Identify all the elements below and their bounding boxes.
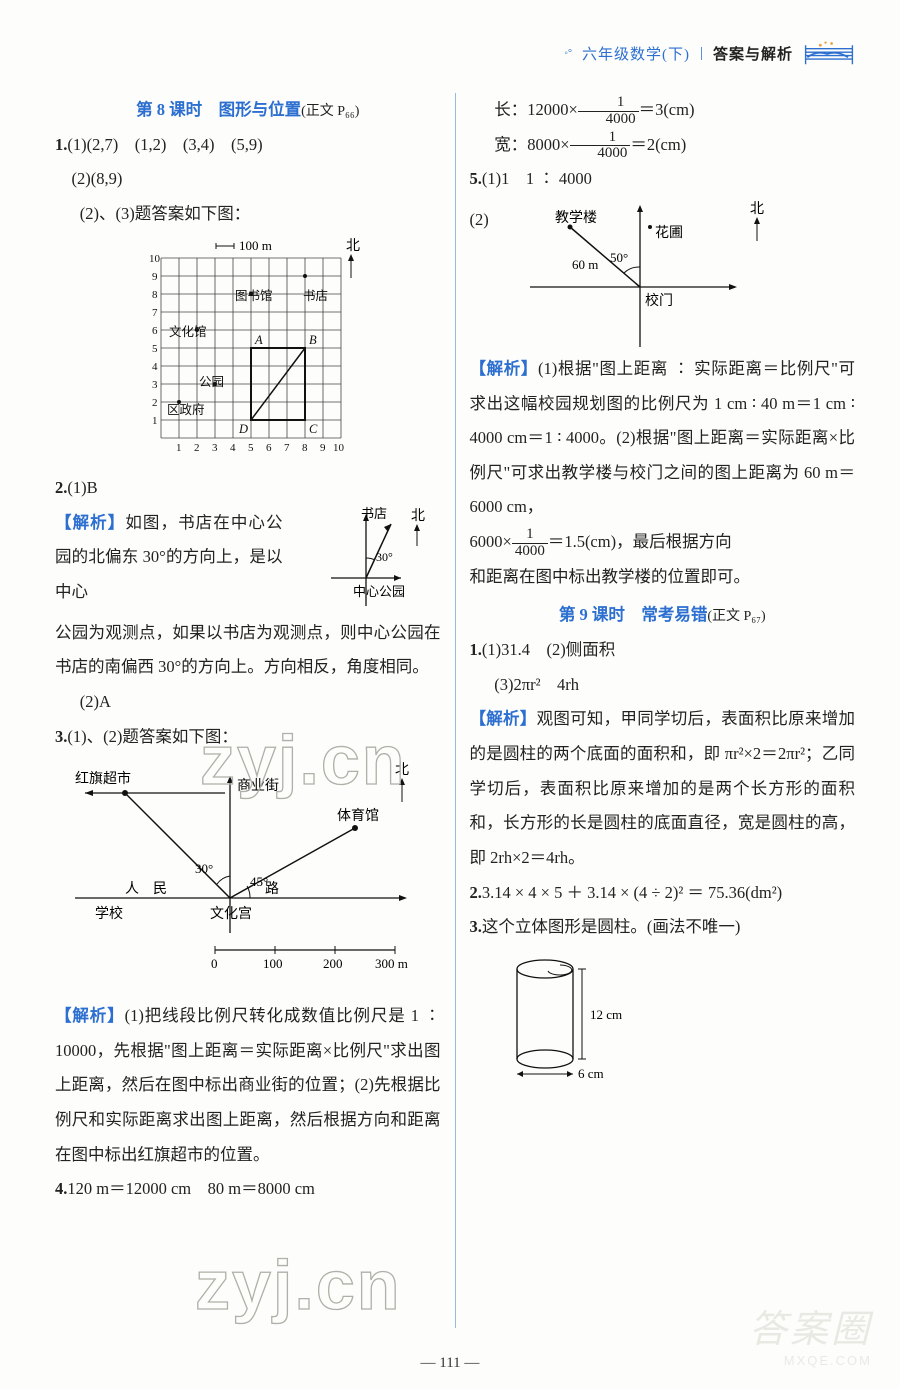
header-sep: | [700, 45, 703, 62]
svg-text:60 m: 60 m [572, 257, 598, 272]
svg-text:6 cm: 6 cm [578, 1066, 604, 1079]
svg-text:100: 100 [263, 956, 283, 971]
svg-text:7: 7 [152, 307, 158, 319]
l9-q1-b: (3)2πr² 4rh [470, 668, 856, 703]
l9-q1-a: 1.(1)31.4 (2)侧面积 [470, 633, 856, 668]
svg-text:0: 0 [211, 956, 218, 971]
q5-figure: 北 50° 教学楼 60 m 花圃 校门 [510, 197, 790, 352]
l9-q3-figure: 12 cm 6 cm [470, 949, 856, 1092]
svg-text:北: 北 [411, 508, 425, 524]
q5-analysis-c: 和距离在图中标出教学楼的位置即可。 [470, 560, 856, 595]
svg-text:4: 4 [230, 442, 236, 451]
svg-text:30°: 30° [195, 861, 213, 876]
svg-text:文化宫: 文化宫 [210, 906, 252, 922]
svg-text:C: C [309, 422, 318, 436]
svg-text:教学楼: 教学楼 [555, 210, 597, 226]
svg-text:路: 路 [265, 881, 279, 897]
svg-text:北: 北 [346, 238, 360, 254]
q5-a2-label: (2) [470, 197, 510, 238]
svg-text:北: 北 [750, 201, 764, 217]
svg-text:校门: 校门 [645, 292, 673, 309]
page-header: ◦° 六年级数学(下) | 答案与解析 [564, 38, 855, 68]
svg-text:5: 5 [248, 442, 254, 451]
svg-text:学校: 学校 [95, 905, 123, 922]
q3-line1: 3.(1)、(2)题答案如下图： [55, 720, 441, 755]
svg-text:B: B [309, 333, 317, 347]
svg-text:公园: 公园 [199, 375, 224, 389]
lesson8-title: 第 8 课时 图形与位置(正文 P₆₆) [55, 93, 441, 128]
l9-q2: 2.3.14 × 4 × 5 ＋ 3.14 × (4 ÷ 2)² ＝ 75.36… [470, 876, 856, 911]
svg-text:100 m: 100 m [239, 238, 272, 253]
svg-text:D: D [238, 422, 248, 436]
q4-line1: 4.120 m＝12000 cm 80 m＝8000 cm [55, 1172, 441, 1207]
svg-text:6: 6 [266, 442, 272, 451]
q2-analysis-b: 公园为观测点，如果以书店为观测点，则中心公园在书店的南偏西 30°的方向上。方向… [55, 616, 441, 685]
q3-figure: 北 30° [55, 758, 441, 991]
svg-text:7: 7 [284, 442, 290, 451]
svg-text:A: A [254, 333, 263, 347]
q3-analysis: 【解析】(1)把线段比例尺转化成数值比例尺是 1 ∶ 10000，先根据"图上距… [55, 999, 441, 1172]
q1-line1: 1.(1)(2,7) (1,2) (3,4) (5,9) [55, 128, 441, 163]
q5-analysis-a: 【解析】(1)根据"图上距离 ∶ 实际距离＝比例尺"可求出这幅校园规划图的比例尺… [470, 352, 856, 525]
q1-line2: (2)(8,9) [55, 162, 441, 197]
svg-text:书店: 书店 [303, 289, 328, 303]
svg-text:8: 8 [152, 289, 158, 301]
svg-text:200: 200 [323, 956, 343, 971]
book-icon [803, 38, 855, 68]
left-column: 第 8 课时 图形与位置(正文 P₆₆) 1.(1)(2,7) (1,2) (3… [55, 93, 441, 1328]
svg-text:12 cm: 12 cm [590, 1007, 622, 1022]
svg-text:5: 5 [152, 343, 158, 355]
svg-text:图书馆: 图书馆 [235, 288, 273, 303]
svg-text:区政府: 区政府 [167, 402, 205, 417]
svg-text:花圃: 花圃 [655, 225, 683, 241]
header-section: 答案与解析 [713, 43, 793, 64]
svg-text:北: 北 [395, 762, 409, 778]
header-subject: 六年级数学(下) [582, 43, 690, 64]
svg-text:商业街: 商业街 [237, 778, 279, 794]
q5-analysis-b: 6000×14000＝1.5(cm)，最后根据方向 [470, 525, 856, 560]
q1-grid-figure: 100 m 北 10 9 8 7 6 5 4 3 2 1 [55, 236, 441, 464]
svg-text:10: 10 [149, 253, 161, 265]
dot-icon: ◦° [564, 48, 572, 59]
svg-text:4: 4 [152, 361, 158, 373]
q5-fig-row: (2) 北 50° 教学楼 60 m 花圃 校门 [470, 197, 856, 352]
q2-analysis-block: 北 30° 书店 中心公园 【解析】如图，书店在中心公园的北偏东 30° [55, 506, 441, 610]
svg-text:红旗超市: 红旗超市 [75, 770, 131, 787]
svg-text:30°: 30° [376, 550, 393, 564]
q2-a2: (2)A [55, 685, 441, 720]
svg-text:3: 3 [212, 442, 218, 451]
lesson9-title: 第 9 课时 常考易错(正文 P₆₇) [470, 598, 856, 633]
svg-text:8: 8 [302, 442, 308, 451]
q4-line2: 长：12000×14000＝3(cm) [470, 93, 856, 128]
svg-text:9: 9 [152, 271, 158, 283]
svg-text:2: 2 [194, 442, 200, 451]
q2-mini-figure: 北 30° 书店 中心公园 [291, 506, 441, 616]
q2-a1: 2.(1)B [55, 471, 441, 506]
svg-text:10: 10 [333, 442, 345, 451]
svg-text:50°: 50° [610, 250, 628, 265]
svg-text:9: 9 [320, 442, 326, 451]
svg-text:体育馆: 体育馆 [337, 808, 379, 824]
svg-text:中心公园: 中心公园 [353, 584, 405, 599]
q4-line3: 宽：8000×14000＝2(cm) [470, 128, 856, 163]
svg-text:3: 3 [152, 379, 158, 391]
svg-text:书店: 书店 [361, 506, 387, 521]
svg-text:300 m: 300 m [375, 956, 408, 971]
column-divider [455, 93, 456, 1328]
svg-text:1: 1 [176, 442, 182, 451]
svg-text:6: 6 [152, 325, 158, 337]
l9-q3: 3.这个立体图形是圆柱。(画法不唯一) [470, 910, 856, 945]
corner-logo: 答案圈 MXQE.COM [749, 1298, 872, 1368]
svg-text:人 民: 人 民 [125, 881, 167, 897]
l9-q1-analysis: 【解析】观图可知，甲同学切后，表面积比原来增加的是圆柱的两个底面的面积和，即 π… [470, 702, 856, 875]
q5-a1: 5.(1)1 1 ∶ 4000 [470, 162, 856, 197]
right-column: 长：12000×14000＝3(cm) 宽：8000×14000＝2(cm) 5… [470, 93, 856, 1328]
svg-text:文化馆: 文化馆 [169, 324, 207, 339]
svg-text:2: 2 [152, 397, 158, 409]
svg-text:1: 1 [152, 415, 158, 427]
q1-line3: (2)、(3)题答案如下图： [55, 197, 441, 232]
